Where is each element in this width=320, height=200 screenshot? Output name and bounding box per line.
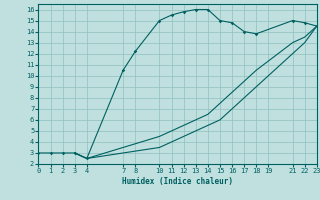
- X-axis label: Humidex (Indice chaleur): Humidex (Indice chaleur): [122, 177, 233, 186]
